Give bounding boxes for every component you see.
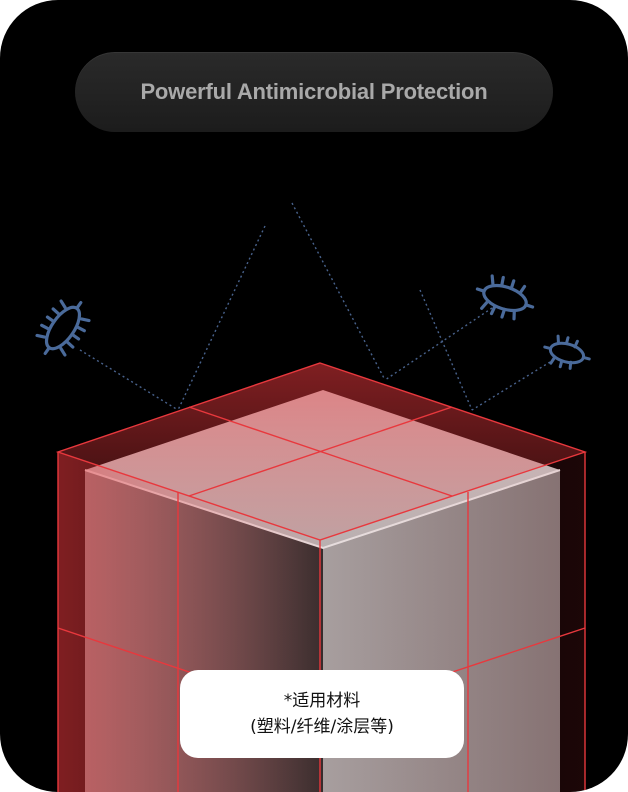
note-line-2: (塑料/纤维/涂层等) [250, 717, 394, 737]
title-pill: Powerful Antimicrobial Protection [75, 52, 553, 132]
red-shield-shell [55, 362, 588, 792]
bacteria-icon [35, 299, 91, 357]
connector-lines [79, 202, 551, 411]
title-text: Powerful Antimicrobial Protection [140, 79, 488, 104]
note-line-1: *适用材料 [283, 691, 361, 711]
bacteria-icon [543, 334, 591, 370]
applicable-materials-note: *适用材料 (塑料/纤维/涂层等) [180, 670, 464, 758]
bacteria-icon [475, 274, 535, 321]
